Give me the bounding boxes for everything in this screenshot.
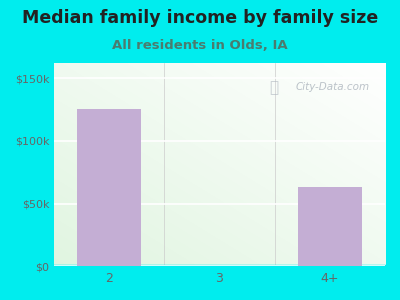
Text: City-Data.com: City-Data.com (296, 82, 370, 92)
Text: Median family income by family size: Median family income by family size (22, 9, 378, 27)
Text: All residents in Olds, IA: All residents in Olds, IA (112, 39, 288, 52)
Text: ⦿: ⦿ (270, 80, 278, 95)
Bar (77, 110, 141, 266)
Bar (298, 187, 362, 266)
